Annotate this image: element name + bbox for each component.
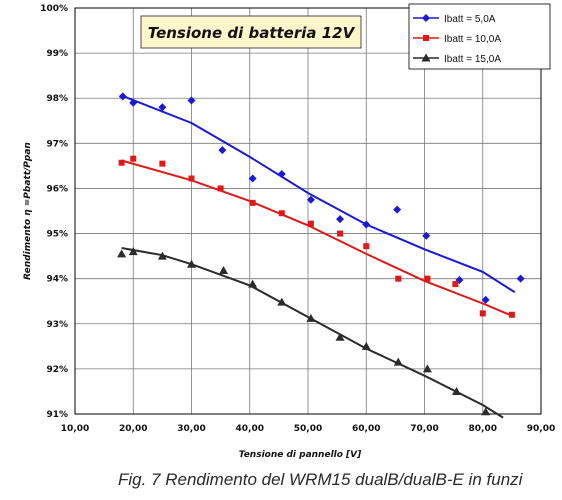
data-point xyxy=(335,332,345,341)
data-point xyxy=(277,297,287,306)
data-point xyxy=(158,103,167,112)
data-point xyxy=(395,275,402,282)
data-point xyxy=(188,175,195,182)
data-point xyxy=(187,96,196,105)
data-point xyxy=(306,195,315,204)
data-point xyxy=(118,92,127,101)
y-tick-label: 91% xyxy=(46,410,68,420)
data-point xyxy=(363,243,370,250)
data-point xyxy=(219,266,229,275)
data-point xyxy=(336,215,345,224)
data-point xyxy=(337,230,344,237)
trend-line xyxy=(122,95,516,294)
data-point xyxy=(393,205,402,214)
series-3 xyxy=(117,247,504,419)
data-point xyxy=(278,210,285,217)
data-point xyxy=(361,341,371,350)
x-axis-label: Tensione di pannello [V] xyxy=(239,450,362,460)
legend-label: Ibatt = 10,0A xyxy=(444,34,501,45)
y-tick-label: 100% xyxy=(40,4,68,14)
legend-label: Ibatt = 15,0A xyxy=(444,54,501,65)
data-point xyxy=(248,279,258,288)
data-point xyxy=(516,274,525,283)
x-tick-label: 50,00 xyxy=(294,424,322,434)
data-point xyxy=(479,310,486,317)
legend-marker xyxy=(421,53,431,62)
x-tick-label: 90,00 xyxy=(527,424,555,434)
data-point xyxy=(187,259,196,268)
data-point xyxy=(508,311,515,318)
data-point xyxy=(157,251,167,260)
y-tick-label: 99% xyxy=(46,49,68,59)
data-point xyxy=(306,313,316,322)
y-tick-label: 96% xyxy=(46,184,68,194)
data-point xyxy=(217,185,224,192)
data-point xyxy=(424,275,431,282)
chart-title: Tensione di batteria 12V xyxy=(148,24,356,42)
title-box xyxy=(140,15,362,49)
data-point xyxy=(128,247,138,256)
y-tick-label: 95% xyxy=(46,230,68,240)
y-tick-label: 93% xyxy=(46,320,68,330)
series-2 xyxy=(118,155,515,318)
figure-caption: Fig. 7 Rendimento del WRM15 dualB/dualB-… xyxy=(118,470,523,489)
legend-marker xyxy=(422,14,430,22)
series-1 xyxy=(118,92,525,304)
y-tick-label: 98% xyxy=(46,94,68,104)
data-point xyxy=(422,231,431,240)
data-point xyxy=(307,220,314,227)
trend-line xyxy=(121,159,513,317)
data-point xyxy=(130,155,137,162)
data-point xyxy=(277,170,286,179)
data-point xyxy=(249,199,256,206)
y-tick-label: 94% xyxy=(46,275,68,285)
y-tick-label: 92% xyxy=(46,365,68,375)
legend: Ibatt = 5,0A Ibatt = 10,0A Ibatt = 15,0A xyxy=(408,3,551,70)
data-point xyxy=(362,220,371,229)
data-point xyxy=(117,249,127,258)
x-tick-label: 20,00 xyxy=(119,424,147,434)
legend-label: Ibatt = 5,0A xyxy=(444,14,496,25)
plot-border xyxy=(74,7,542,415)
data-point xyxy=(118,159,125,166)
data-point xyxy=(481,295,490,304)
data-point xyxy=(218,146,227,155)
legend-marker xyxy=(423,35,429,41)
data-point xyxy=(452,281,459,288)
data-point xyxy=(248,174,257,183)
trend-line xyxy=(121,247,504,419)
x-tick-label: 70,00 xyxy=(410,424,438,434)
y-axis-label: Rendimento η =Pbatt/Ppan xyxy=(23,142,33,280)
x-tick-label: 60,00 xyxy=(352,424,380,434)
x-tick-label: 30,00 xyxy=(177,424,205,434)
data-point xyxy=(159,160,166,167)
x-tick-label: 80,00 xyxy=(469,424,497,434)
y-tick-label: 97% xyxy=(46,139,68,149)
data-point xyxy=(422,364,432,373)
x-tick-label: 10,00 xyxy=(61,424,89,434)
data-point xyxy=(393,357,403,366)
x-tick-label: 40,00 xyxy=(236,424,264,434)
data-point xyxy=(481,407,491,416)
data-point xyxy=(129,98,138,107)
data-point xyxy=(452,386,462,395)
